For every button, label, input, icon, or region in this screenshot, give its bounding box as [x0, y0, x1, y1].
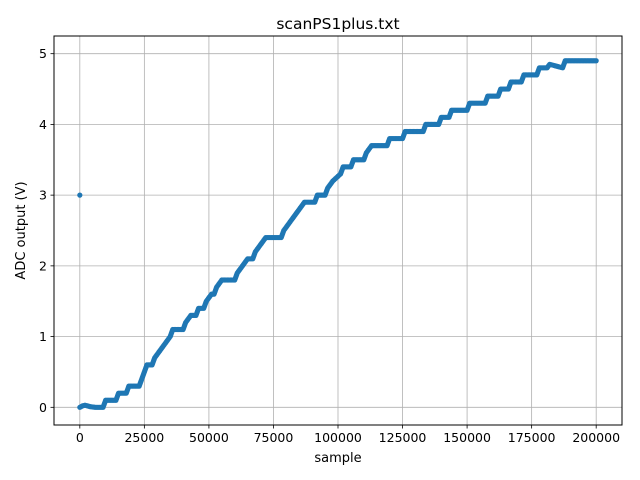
ticks: 0 25000 50000 75000 100000 125000 150000 175000… — [39, 46, 620, 445]
y-axis-title: ADC output (V) — [14, 181, 29, 279]
x-tick-label: 75000 — [254, 430, 294, 445]
y-tick-label: 3 — [39, 188, 47, 203]
x-tick-label: 150000 — [443, 430, 491, 445]
y-tick-label: 5 — [39, 46, 47, 61]
x-tick-label: 200000 — [572, 430, 620, 445]
y-tick-label: 0 — [39, 400, 47, 415]
x-tick-label: 100000 — [314, 430, 362, 445]
chart-title: scanPS1plus.txt — [276, 15, 399, 33]
x-tick-label: 0 — [76, 430, 84, 445]
x-tick-label: 175000 — [508, 430, 556, 445]
data-point — [77, 192, 83, 198]
y-tick-label: 2 — [39, 258, 47, 273]
x-tick-label: 25000 — [124, 430, 164, 445]
x-tick-label: 125000 — [379, 430, 427, 445]
data-point — [593, 58, 599, 64]
grid — [54, 36, 622, 425]
y-tick-label: 4 — [39, 117, 47, 132]
y-tick-label: 1 — [39, 329, 47, 344]
x-axis-title: sample — [314, 451, 361, 466]
data-points — [77, 58, 599, 410]
x-tick-label: 50000 — [189, 430, 229, 445]
